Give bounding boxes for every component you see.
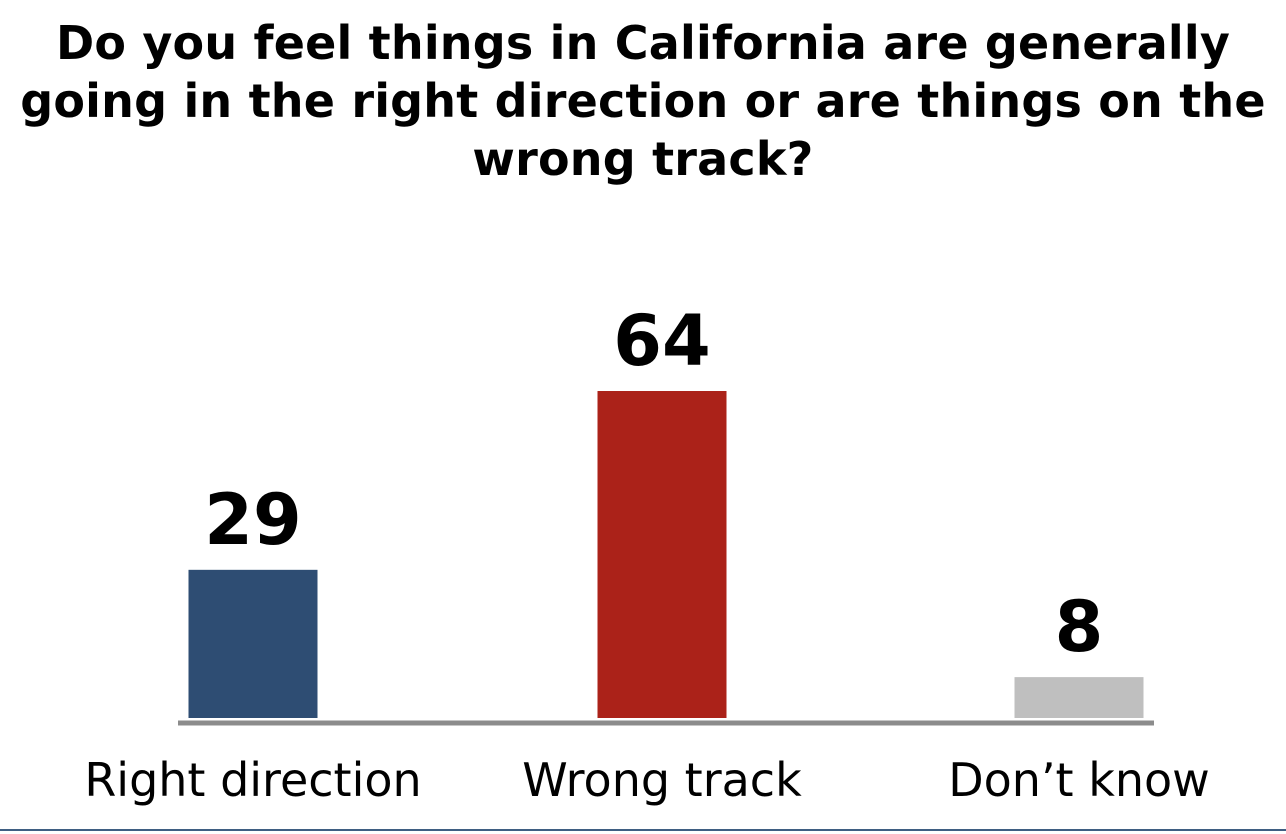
bar-3 <box>1014 677 1144 718</box>
category-label-1: Right direction <box>84 753 421 807</box>
data-label-2: 64 <box>613 300 710 382</box>
labels-group: 29 Right direction 64 Wrong track 8 Don’t kno… <box>84 300 1209 807</box>
bottom-divider <box>0 829 1286 831</box>
bars-group <box>188 391 1144 718</box>
data-label-3: 8 <box>1055 586 1104 668</box>
chart-title: Do you feel things in California are gen… <box>20 16 1266 186</box>
data-label-1: 29 <box>204 479 301 561</box>
bar-2 <box>597 391 727 718</box>
bar-1 <box>188 569 318 718</box>
category-label-2: Wrong track <box>522 753 802 807</box>
category-label-3: Don’t know <box>948 753 1210 807</box>
